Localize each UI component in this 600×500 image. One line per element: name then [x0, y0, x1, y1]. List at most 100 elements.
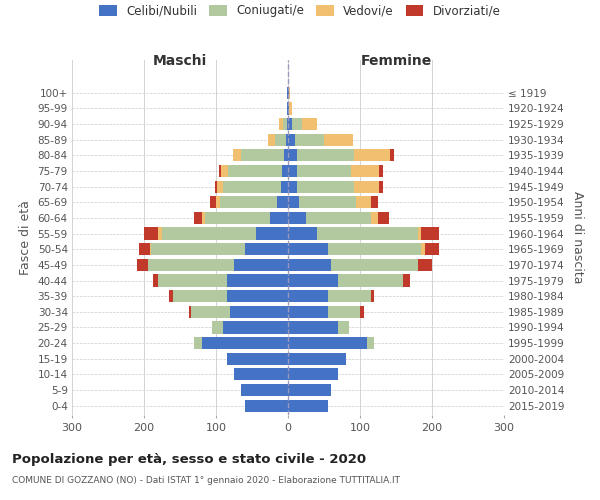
Bar — [210, 196, 216, 208]
Bar — [331, 259, 418, 271]
Bar — [302, 118, 317, 130]
Bar — [288, 228, 317, 239]
Bar — [299, 196, 356, 208]
Bar — [283, 118, 287, 130]
Bar — [288, 196, 299, 208]
Bar — [221, 165, 228, 177]
Bar — [295, 134, 324, 146]
Bar — [151, 243, 245, 256]
Bar — [284, 150, 288, 162]
Bar — [205, 212, 270, 224]
Bar — [288, 180, 296, 193]
Bar — [324, 134, 353, 146]
Legend: Celibi/Nubili, Coniugati/e, Vedovi/e, Divorziati/e: Celibi/Nubili, Coniugati/e, Vedovi/e, Di… — [96, 1, 504, 21]
Bar — [338, 322, 349, 334]
Bar — [241, 384, 288, 396]
Bar — [288, 165, 296, 177]
Bar — [202, 337, 288, 349]
Bar — [403, 274, 410, 286]
Bar — [230, 306, 288, 318]
Bar — [220, 196, 277, 208]
Bar — [288, 337, 367, 349]
Bar — [371, 196, 378, 208]
Bar — [421, 228, 439, 239]
Bar — [367, 337, 374, 349]
Bar — [288, 306, 328, 318]
Bar — [289, 102, 292, 115]
Bar — [219, 165, 221, 177]
Bar — [191, 306, 230, 318]
Y-axis label: Fasce di età: Fasce di età — [19, 200, 32, 275]
Text: Maschi: Maschi — [153, 54, 207, 68]
Bar — [287, 118, 288, 130]
Bar — [288, 352, 346, 365]
Bar — [158, 228, 162, 239]
Bar — [371, 212, 378, 224]
Bar — [288, 400, 328, 411]
Bar — [158, 274, 227, 286]
Bar — [144, 228, 158, 239]
Bar — [379, 165, 383, 177]
Bar — [288, 259, 331, 271]
Bar — [194, 212, 202, 224]
Bar — [418, 259, 432, 271]
Bar — [288, 118, 292, 130]
Bar — [277, 196, 288, 208]
Bar — [288, 322, 338, 334]
Bar — [288, 243, 328, 256]
Bar — [306, 212, 371, 224]
Bar — [378, 212, 389, 224]
Bar — [173, 290, 227, 302]
Bar — [282, 165, 288, 177]
Bar — [188, 306, 191, 318]
Bar — [356, 196, 371, 208]
Bar — [296, 150, 354, 162]
Bar — [287, 86, 288, 99]
Text: Femmine: Femmine — [361, 54, 431, 68]
Bar — [421, 243, 425, 256]
Bar — [288, 212, 306, 224]
Bar — [245, 243, 288, 256]
Bar — [360, 306, 364, 318]
Bar — [350, 165, 379, 177]
Bar — [328, 243, 421, 256]
Bar — [215, 180, 217, 193]
Bar — [287, 102, 288, 115]
Bar — [288, 102, 289, 115]
Bar — [227, 274, 288, 286]
Bar — [390, 150, 394, 162]
Bar — [245, 400, 288, 411]
Bar — [317, 228, 418, 239]
Bar — [328, 290, 371, 302]
Bar — [227, 352, 288, 365]
Bar — [268, 134, 275, 146]
Bar — [286, 134, 288, 146]
Bar — [288, 150, 296, 162]
Text: Popolazione per età, sesso e stato civile - 2020: Popolazione per età, sesso e stato civil… — [12, 452, 366, 466]
Bar — [288, 86, 289, 99]
Bar — [162, 228, 256, 239]
Bar — [296, 180, 354, 193]
Bar — [139, 243, 150, 256]
Bar — [288, 290, 328, 302]
Bar — [137, 259, 148, 271]
Bar — [256, 228, 288, 239]
Bar — [379, 180, 383, 193]
Bar — [292, 118, 302, 130]
Bar — [152, 274, 158, 286]
Bar — [202, 212, 205, 224]
Bar — [354, 180, 379, 193]
Bar — [418, 228, 421, 239]
Bar — [194, 337, 202, 349]
Bar — [281, 180, 288, 193]
Bar — [150, 243, 151, 256]
Bar — [289, 86, 290, 99]
Bar — [217, 180, 223, 193]
Bar — [241, 150, 284, 162]
Bar — [270, 212, 288, 224]
Bar — [227, 290, 288, 302]
Bar — [228, 165, 282, 177]
Bar — [148, 259, 234, 271]
Bar — [288, 274, 338, 286]
Bar — [216, 196, 220, 208]
